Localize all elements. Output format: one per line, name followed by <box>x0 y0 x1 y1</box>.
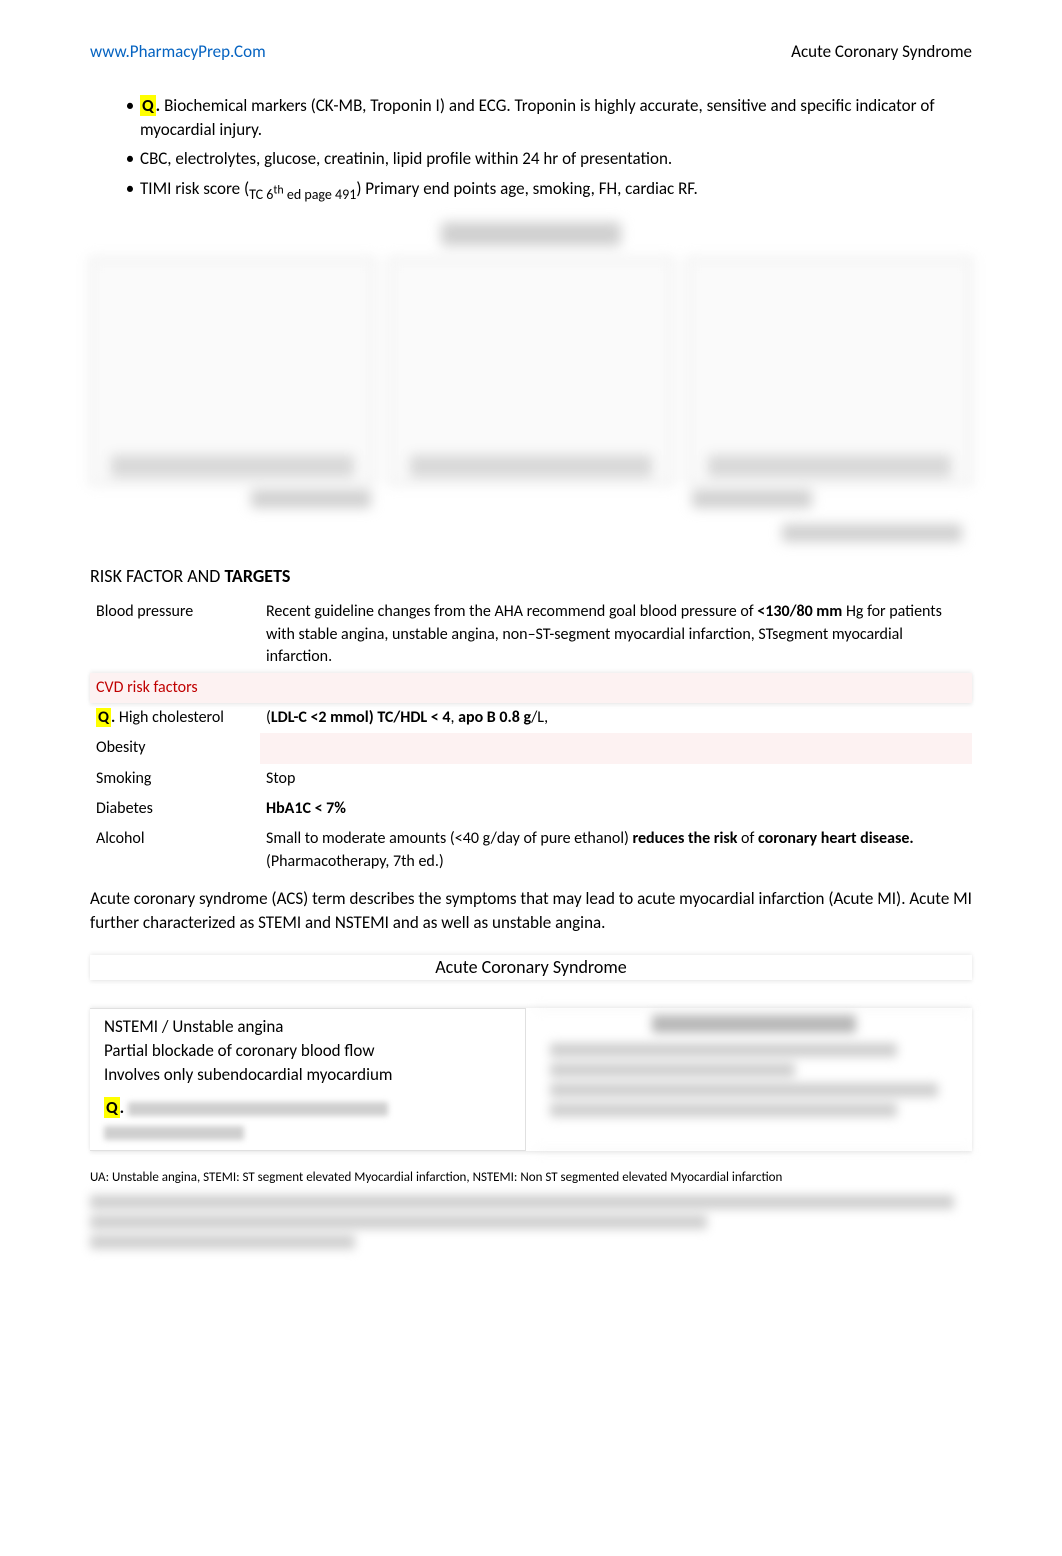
bullet-marker: • <box>120 147 140 171</box>
rf-label-chol: Q. High cholesterol <box>90 703 260 733</box>
q-highlight: Q <box>140 95 156 116</box>
rf-target-alcohol: Small to moderate amounts (<40 g/day of … <box>260 824 972 877</box>
diagnostic-bullets: • Q. Biochemical markers (CK-MB, Troponi… <box>120 94 972 204</box>
blurred-text <box>128 1102 388 1116</box>
q-highlight: Q <box>96 708 111 727</box>
blurred-text <box>104 1126 244 1140</box>
acs-split: NSTEMI / Unstable angina Partial blockad… <box>90 1008 972 1151</box>
acs-left-panel: NSTEMI / Unstable angina Partial blockad… <box>90 1008 526 1151</box>
q-dot: . <box>120 1097 125 1118</box>
acs-left-line: Involves only subendocardial myocardium <box>104 1063 511 1087</box>
bp-text-b: <130/80 mm <box>757 602 842 621</box>
bullet-marker: • <box>120 177 140 201</box>
bottom-blurred-block <box>90 1195 972 1249</box>
timi-suffix: ) Primary end points age, smoking, FH, c… <box>356 178 698 199</box>
rf-label-diabetes: Diabetes <box>90 794 260 824</box>
rf-target-chol: (LDL-C <2 mmol) TC/HDL < 4, apo B 0.8 g/… <box>260 703 972 733</box>
chol-label: High cholesterol <box>115 708 224 727</box>
chol-c: , <box>450 708 458 727</box>
acs-left-q: Q. <box>104 1096 511 1120</box>
bullet-item: • Q. Biochemical markers (CK-MB, Troponi… <box>120 94 972 142</box>
table-row: Obesity <box>90 733 972 763</box>
rf-target-obesity <box>260 733 972 763</box>
timi-ref: TC 6th ed page 491 <box>249 186 356 203</box>
rf-label-alcohol: Alcohol <box>90 824 260 877</box>
acs-left-line: NSTEMI / Unstable angina <box>104 1015 511 1039</box>
header-link[interactable]: www.PharmacyPrep.Com <box>90 40 266 64</box>
heading-prefix: RISK FACTOR AND <box>90 565 224 587</box>
bullet-item: • TIMI risk score (TC 6th ed page 491) P… <box>120 177 972 204</box>
table-row: Alcohol Small to moderate amounts (<40 g… <box>90 824 972 877</box>
table-row: Diabetes HbA1C < 7% <box>90 794 972 824</box>
chol-d: apo B 0.8 g <box>458 708 531 727</box>
acs-title: Acute Coronary Syndrome <box>90 955 972 980</box>
risk-factor-table: Blood pressure Recent guideline changes … <box>90 597 972 877</box>
table-row: Q. High cholesterol (LDL-C <2 mmol) TC/H… <box>90 703 972 733</box>
page-header: www.PharmacyPrep.Com Acute Coronary Synd… <box>90 40 972 64</box>
risk-factor-heading: RISK FACTOR AND TARGETS <box>90 564 972 589</box>
bullet-marker: • <box>120 94 140 118</box>
rf-label-smoking: Smoking <box>90 764 260 794</box>
q-highlight: Q <box>104 1097 120 1118</box>
acs-left-line: Partial blockade of coronary blood flow <box>104 1039 511 1063</box>
bullet-item: • CBC, electrolytes, glucose, creatinin,… <box>120 147 972 171</box>
bullet-text: Q. Biochemical markers (CK-MB, Troponin … <box>140 94 972 142</box>
bullet-content: CBC, electrolytes, glucose, creatinin, l… <box>140 147 972 171</box>
bullet-content: Biochemical markers (CK-MB, Troponin I) … <box>140 95 935 140</box>
bullet-content: TIMI risk score (TC 6th ed page 491) Pri… <box>140 177 972 204</box>
alc-e: (Pharmacotherapy, 7th ed.) <box>266 852 444 871</box>
header-title: Acute Coronary Syndrome <box>791 40 972 64</box>
heading-bold: TARGETS <box>224 565 290 587</box>
table-row: Blood pressure Recent guideline changes … <box>90 597 972 672</box>
alc-c: of <box>737 829 758 848</box>
acs-footnote: UA: Unstable angina, STEMI: ST segment e… <box>90 1169 972 1187</box>
rf-label-bp: Blood pressure <box>90 597 260 672</box>
rf-target-cvd <box>260 673 972 703</box>
bp-text-a: Recent guideline changes from the AHA re… <box>266 602 757 621</box>
rf-target-diabetes: HbA1C < 7% <box>260 794 972 824</box>
ecg-figure-blurred <box>90 222 972 542</box>
chol-e: /L, <box>531 708 548 727</box>
alc-b: reduces the risk <box>632 829 737 848</box>
table-row: CVD risk factors <box>90 673 972 703</box>
ref-base: TC 6 <box>249 186 273 203</box>
timi-prefix: TIMI risk score ( <box>140 178 249 199</box>
rf-target-bp: Recent guideline changes from the AHA re… <box>260 597 972 672</box>
q-dot: . <box>156 95 161 116</box>
acs-right-panel-blurred <box>536 1008 972 1151</box>
ref-tail: ed page 491 <box>284 186 357 203</box>
rf-target-smoking: Stop <box>260 764 972 794</box>
rf-label-obesity: Obesity <box>90 733 260 763</box>
rf-label-cvd: CVD risk factors <box>90 673 260 703</box>
alc-d: coronary heart disease. <box>758 829 914 848</box>
alc-a: Small to moderate amounts (<40 g/day of … <box>266 829 632 848</box>
chol-b: LDL-C <2 mmol) TC/HDL < 4 <box>271 708 451 727</box>
table-row: Smoking Stop <box>90 764 972 794</box>
ref-sup: th <box>273 183 283 197</box>
acs-paragraph: Acute coronary syndrome (ACS) term descr… <box>90 887 972 935</box>
